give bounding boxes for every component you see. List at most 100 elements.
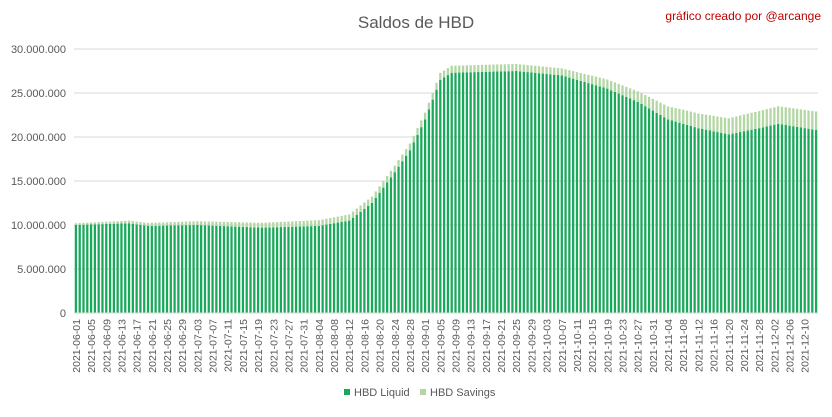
bar-hbd-liquid xyxy=(264,227,267,313)
bar-hbd-savings xyxy=(697,113,700,129)
bar-hbd-liquid xyxy=(234,226,237,313)
bar-hbd-savings xyxy=(537,66,541,74)
bar-hbd-savings xyxy=(682,109,685,124)
bar-hbd-liquid xyxy=(374,197,377,313)
x-tick-label: 2021-08-28 xyxy=(405,319,417,373)
bar-hbd-savings xyxy=(234,222,237,227)
x-tick-label: 2021-06-05 xyxy=(86,319,98,373)
bar-hbd-liquid xyxy=(739,132,742,313)
bar-hbd-liquid xyxy=(780,124,784,313)
bar-hbd-liquid xyxy=(689,126,692,313)
bar-hbd-savings xyxy=(602,78,605,88)
x-tick-label: 2021-09-05 xyxy=(435,319,447,373)
bar-hbd-savings xyxy=(651,98,655,111)
bar-hbd-savings xyxy=(545,66,548,74)
bar-hbd-savings xyxy=(397,160,400,167)
bar-hbd-savings xyxy=(332,217,336,224)
bar-hbd-liquid xyxy=(112,223,115,313)
bar-hbd-savings xyxy=(116,221,119,224)
bar-hbd-liquid xyxy=(127,223,131,313)
bar-hbd-savings xyxy=(177,221,180,226)
bar-hbd-savings xyxy=(207,221,210,226)
bar-hbd-savings xyxy=(442,70,446,78)
bar-hbd-liquid xyxy=(799,127,803,313)
bar-hbd-savings xyxy=(435,82,438,90)
bar-hbd-savings xyxy=(222,221,226,227)
bar-hbd-liquid xyxy=(655,112,658,313)
bar-hbd-liquid xyxy=(241,226,245,313)
x-tick-label: 2021-10-23 xyxy=(618,319,630,373)
bar-hbd-savings xyxy=(742,114,746,132)
bar-hbd-savings xyxy=(143,222,146,226)
bar-hbd-savings xyxy=(685,110,689,125)
bar-hbd-savings xyxy=(541,66,544,74)
bar-hbd-liquid xyxy=(329,223,332,313)
x-tick-label: 2021-08-24 xyxy=(390,319,402,373)
bar-hbd-savings xyxy=(496,64,499,72)
bar-hbd-liquid xyxy=(78,224,81,313)
bar-hbd-liquid xyxy=(192,225,195,313)
bar-hbd-liquid xyxy=(249,227,252,313)
bar-hbd-liquid xyxy=(807,128,810,313)
bar-hbd-savings xyxy=(249,222,252,228)
bar-hbd-liquid xyxy=(188,225,191,313)
bar-hbd-liquid xyxy=(621,95,624,313)
bar-hbd-savings xyxy=(572,71,575,79)
bar-hbd-savings xyxy=(317,220,320,226)
bar-hbd-liquid xyxy=(287,226,290,313)
bar-hbd-liquid xyxy=(120,223,123,313)
x-tick-label: 2021-08-12 xyxy=(344,319,356,373)
bar-hbd-savings xyxy=(253,222,256,228)
bar-hbd-liquid xyxy=(803,128,806,313)
bar-hbd-savings xyxy=(784,107,787,126)
bar-hbd-savings xyxy=(765,109,768,127)
x-tick-label: 2021-07-27 xyxy=(283,319,295,373)
bar-hbd-savings xyxy=(348,214,351,221)
bar-hbd-liquid xyxy=(408,150,412,313)
bar-hbd-savings xyxy=(237,222,241,227)
bar-hbd-liquid xyxy=(758,128,761,313)
bar-hbd-savings xyxy=(336,216,339,223)
bar-hbd-liquid xyxy=(640,104,643,313)
bar-hbd-savings xyxy=(799,109,803,128)
x-tick-label: 2021-06-13 xyxy=(116,319,128,373)
bar-hbd-savings xyxy=(708,115,711,131)
x-tick-label: 2021-06-09 xyxy=(101,319,113,373)
bar-hbd-liquid xyxy=(306,226,309,313)
bar-hbd-liquid xyxy=(609,90,613,313)
bar-hbd-liquid xyxy=(575,79,579,313)
bar-hbd-liquid xyxy=(135,224,138,313)
legend-swatch-liquid xyxy=(344,389,350,395)
bar-hbd-liquid xyxy=(480,71,484,314)
x-tick-label: 2021-09-01 xyxy=(420,319,432,373)
bar-hbd-liquid xyxy=(553,74,556,313)
bar-hbd-liquid xyxy=(196,225,199,313)
x-tick-label: 2021-12-06 xyxy=(785,319,797,373)
bar-hbd-liquid xyxy=(370,203,374,313)
x-tick-label: 2021-11-28 xyxy=(754,319,766,372)
bar-hbd-liquid xyxy=(602,87,605,313)
bar-hbd-savings xyxy=(761,110,765,128)
bar-hbd-liquid xyxy=(165,225,169,313)
bar-hbd-liquid xyxy=(184,225,188,313)
bar-hbd-savings xyxy=(226,221,229,227)
bar-hbd-liquid xyxy=(283,226,286,313)
bar-hbd-liquid xyxy=(632,100,636,314)
bar-hbd-savings xyxy=(93,222,97,225)
bar-hbd-savings xyxy=(594,76,598,86)
x-tick-label: 2021-10-11 xyxy=(572,319,584,372)
bar-hbd-liquid xyxy=(499,71,503,313)
bar-hbd-savings xyxy=(628,88,632,99)
bar-hbd-liquid xyxy=(606,88,609,313)
bar-hbd-savings xyxy=(659,102,662,115)
bar-hbd-savings xyxy=(192,221,195,226)
bar-hbd-savings xyxy=(477,65,480,73)
bar-hbd-liquid xyxy=(685,124,689,314)
bar-hbd-liquid xyxy=(416,134,419,313)
bar-hbd-liquid xyxy=(507,71,510,314)
x-tick-label: 2021-06-25 xyxy=(162,319,174,373)
bar-hbd-liquid xyxy=(420,127,423,313)
x-tick-label: 2021-07-03 xyxy=(192,319,204,373)
bar-hbd-savings xyxy=(298,221,301,227)
